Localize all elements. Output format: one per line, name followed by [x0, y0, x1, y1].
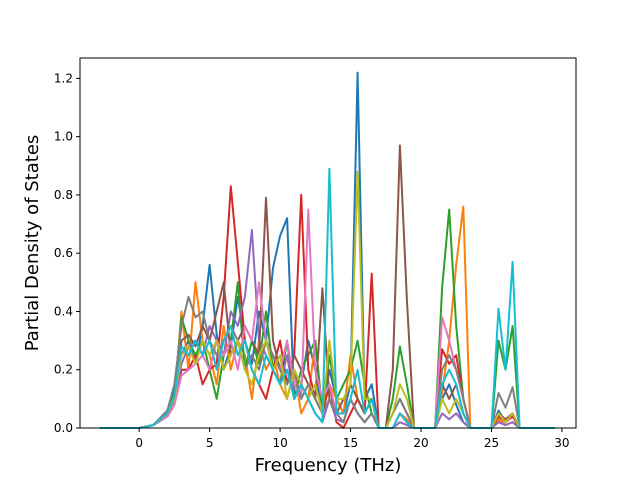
- y-axis-label: Partial Density of States: [22, 135, 43, 352]
- x-tick-label: 25: [484, 436, 499, 450]
- axes-frame: [79, 57, 577, 429]
- y-tick-label: 0.4: [54, 304, 73, 318]
- x-tick-label: 30: [554, 436, 569, 450]
- y-tick-label: 0.2: [54, 363, 73, 377]
- x-tick-label: 0: [135, 436, 143, 450]
- y-tick-label: 0.8: [54, 188, 73, 202]
- x-axis-ticks: 0 5 10 15 20 25 30: [135, 428, 570, 450]
- x-tick-label: 20: [413, 436, 428, 450]
- y-axis-ticks: 0.0 0.2 0.4 0.6 0.8 1.0 1.2: [54, 71, 80, 435]
- x-tick-label: 10: [272, 436, 287, 450]
- x-tick-label: 15: [343, 436, 358, 450]
- y-tick-label: 1.2: [54, 71, 73, 85]
- x-axis-label: Frequency (THz): [255, 455, 402, 476]
- y-tick-label: 0.6: [54, 246, 73, 260]
- y-tick-label: 0.0: [54, 421, 73, 435]
- x-tick-label: 5: [206, 436, 214, 450]
- y-tick-label: 1.0: [54, 130, 73, 144]
